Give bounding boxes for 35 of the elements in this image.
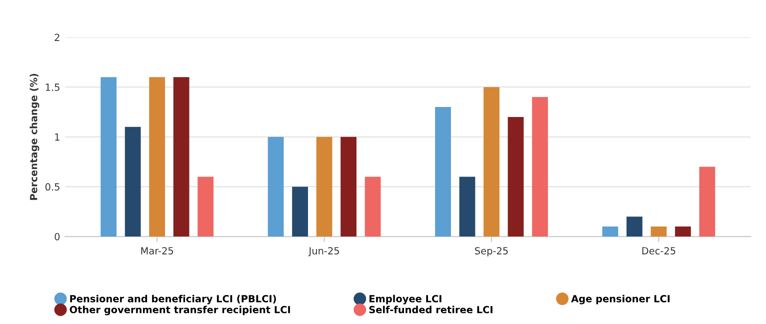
bar [532,97,548,237]
bar [508,116,524,237]
bar [484,87,500,237]
bar [675,226,691,237]
y-tick-label: 1 [55,133,60,141]
bar [602,226,618,237]
y-tick-label: 0 [54,233,60,240]
bar [340,136,356,237]
legend-label: Self-funded retiree LCI [369,306,492,314]
legend-label: Age pensioner LCI [571,294,670,304]
x-tick-label: Sep-25 [475,247,508,256]
bar [198,176,214,237]
bar [124,126,141,237]
x-tick-label: Jun-25 [308,247,339,256]
bar [316,136,332,237]
bar [364,176,381,237]
legend-label: Employee LCI [370,294,442,304]
bar [699,166,716,237]
y-tick-label: 0.5 [45,183,60,191]
x-tick-label: Mar-25 [141,247,174,254]
bar [173,77,190,237]
bar [100,77,117,237]
bar [435,107,451,237]
legend-label: Pensioner and beneficiary LCI (PBLCI) [70,294,276,304]
y-axis-title: Percentage change (%) [30,74,40,200]
bar [292,186,308,237]
x-tick-label: Dec-25 [642,247,676,254]
bar [650,226,667,237]
bar [626,216,642,237]
legend-label: Other government transfer recipient LCI [70,306,290,316]
bar [268,136,284,237]
bar [149,77,166,237]
y-tick-label: 1.5 [46,84,60,91]
y-tick-label: 2 [54,34,60,41]
bar [459,176,476,237]
